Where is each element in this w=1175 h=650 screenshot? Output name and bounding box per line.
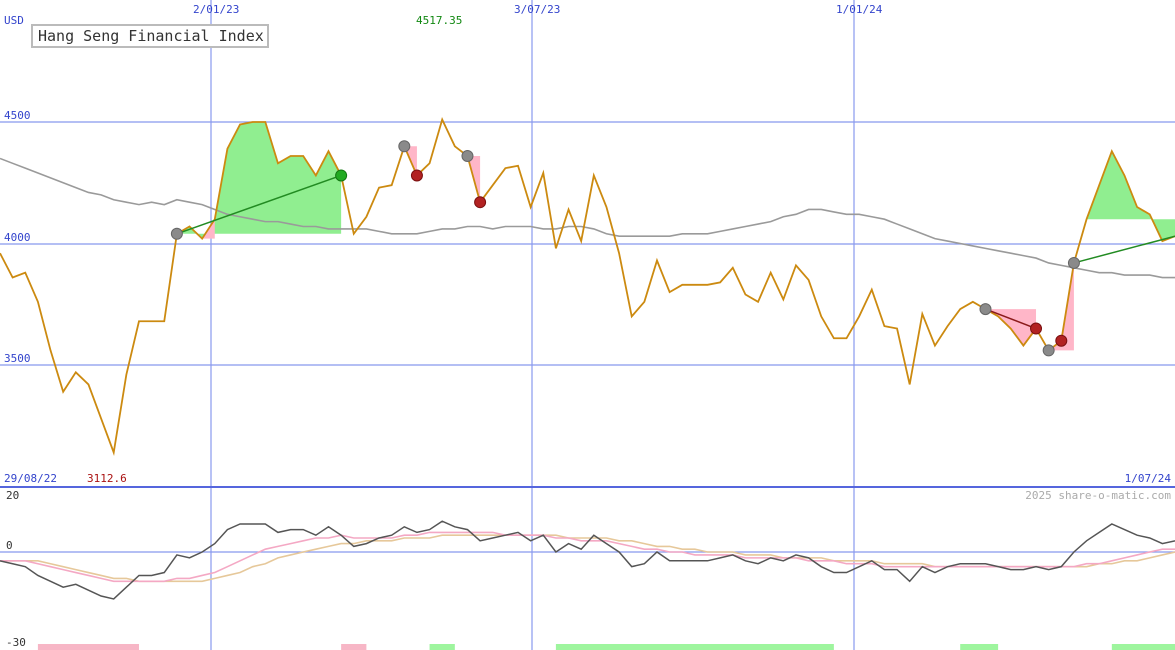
y-tick-label: 3500 xyxy=(4,352,31,365)
volume-bar xyxy=(555,644,834,650)
price-series xyxy=(0,117,1175,456)
indicator-fast-line xyxy=(0,531,1175,583)
indicator-oscillator-line xyxy=(0,520,1175,600)
title-box xyxy=(31,24,269,48)
volume-bar xyxy=(341,644,367,650)
signal-marker xyxy=(1030,322,1043,335)
trend-line xyxy=(1073,235,1175,264)
indicator-tick-label: 0 xyxy=(6,539,13,552)
date-start-label: 29/08/22 xyxy=(4,472,57,485)
date-marker-label: 3/07/23 xyxy=(514,3,560,16)
max-value-label: 4517.35 xyxy=(416,14,462,27)
signal-marker xyxy=(170,227,183,240)
currency-label: USD xyxy=(4,14,24,27)
trend-line xyxy=(985,308,1037,330)
indicator-tick-label: 20 xyxy=(6,489,19,502)
signal-marker xyxy=(1055,334,1068,347)
signal-markers xyxy=(170,140,1080,357)
indicator-tick-label: -30 xyxy=(6,636,26,649)
date-end-label: 1/07/24 xyxy=(1125,472,1172,485)
trend-lines xyxy=(176,174,1175,330)
moving-average-line xyxy=(0,157,1175,279)
signal-marker xyxy=(1067,256,1080,269)
volume-bar xyxy=(429,644,455,650)
volume-bar xyxy=(960,644,999,650)
indicator-panel xyxy=(0,520,1175,600)
moving-average-series xyxy=(0,157,1175,279)
trend-line xyxy=(176,174,342,235)
signal-marker xyxy=(410,169,423,182)
signal-marker xyxy=(474,196,487,209)
price-line xyxy=(0,117,1175,456)
min-value-label: 3112.6 xyxy=(87,472,127,485)
volume-bars xyxy=(37,644,1175,650)
chart-title: Hang Seng Financial Index xyxy=(38,27,264,45)
y-tick-label: 4000 xyxy=(4,231,31,244)
bullish-zone xyxy=(1086,151,1175,242)
volume-bar xyxy=(1111,644,1175,650)
signal-marker xyxy=(461,150,474,163)
signal-marker xyxy=(398,140,411,153)
bearish-zone xyxy=(1048,262,1074,351)
date-marker-label: 1/01/24 xyxy=(836,3,883,16)
volume-bar xyxy=(37,644,139,650)
signal-marker xyxy=(1042,344,1055,357)
y-tick-label: 4500 xyxy=(4,109,31,122)
signal-marker xyxy=(335,169,348,182)
watermark: 2025 share-o-matic.com xyxy=(1025,489,1171,502)
signal-marker xyxy=(979,303,992,316)
date-marker-label: 2/01/23 xyxy=(193,3,239,16)
bullish-zone xyxy=(176,122,342,239)
